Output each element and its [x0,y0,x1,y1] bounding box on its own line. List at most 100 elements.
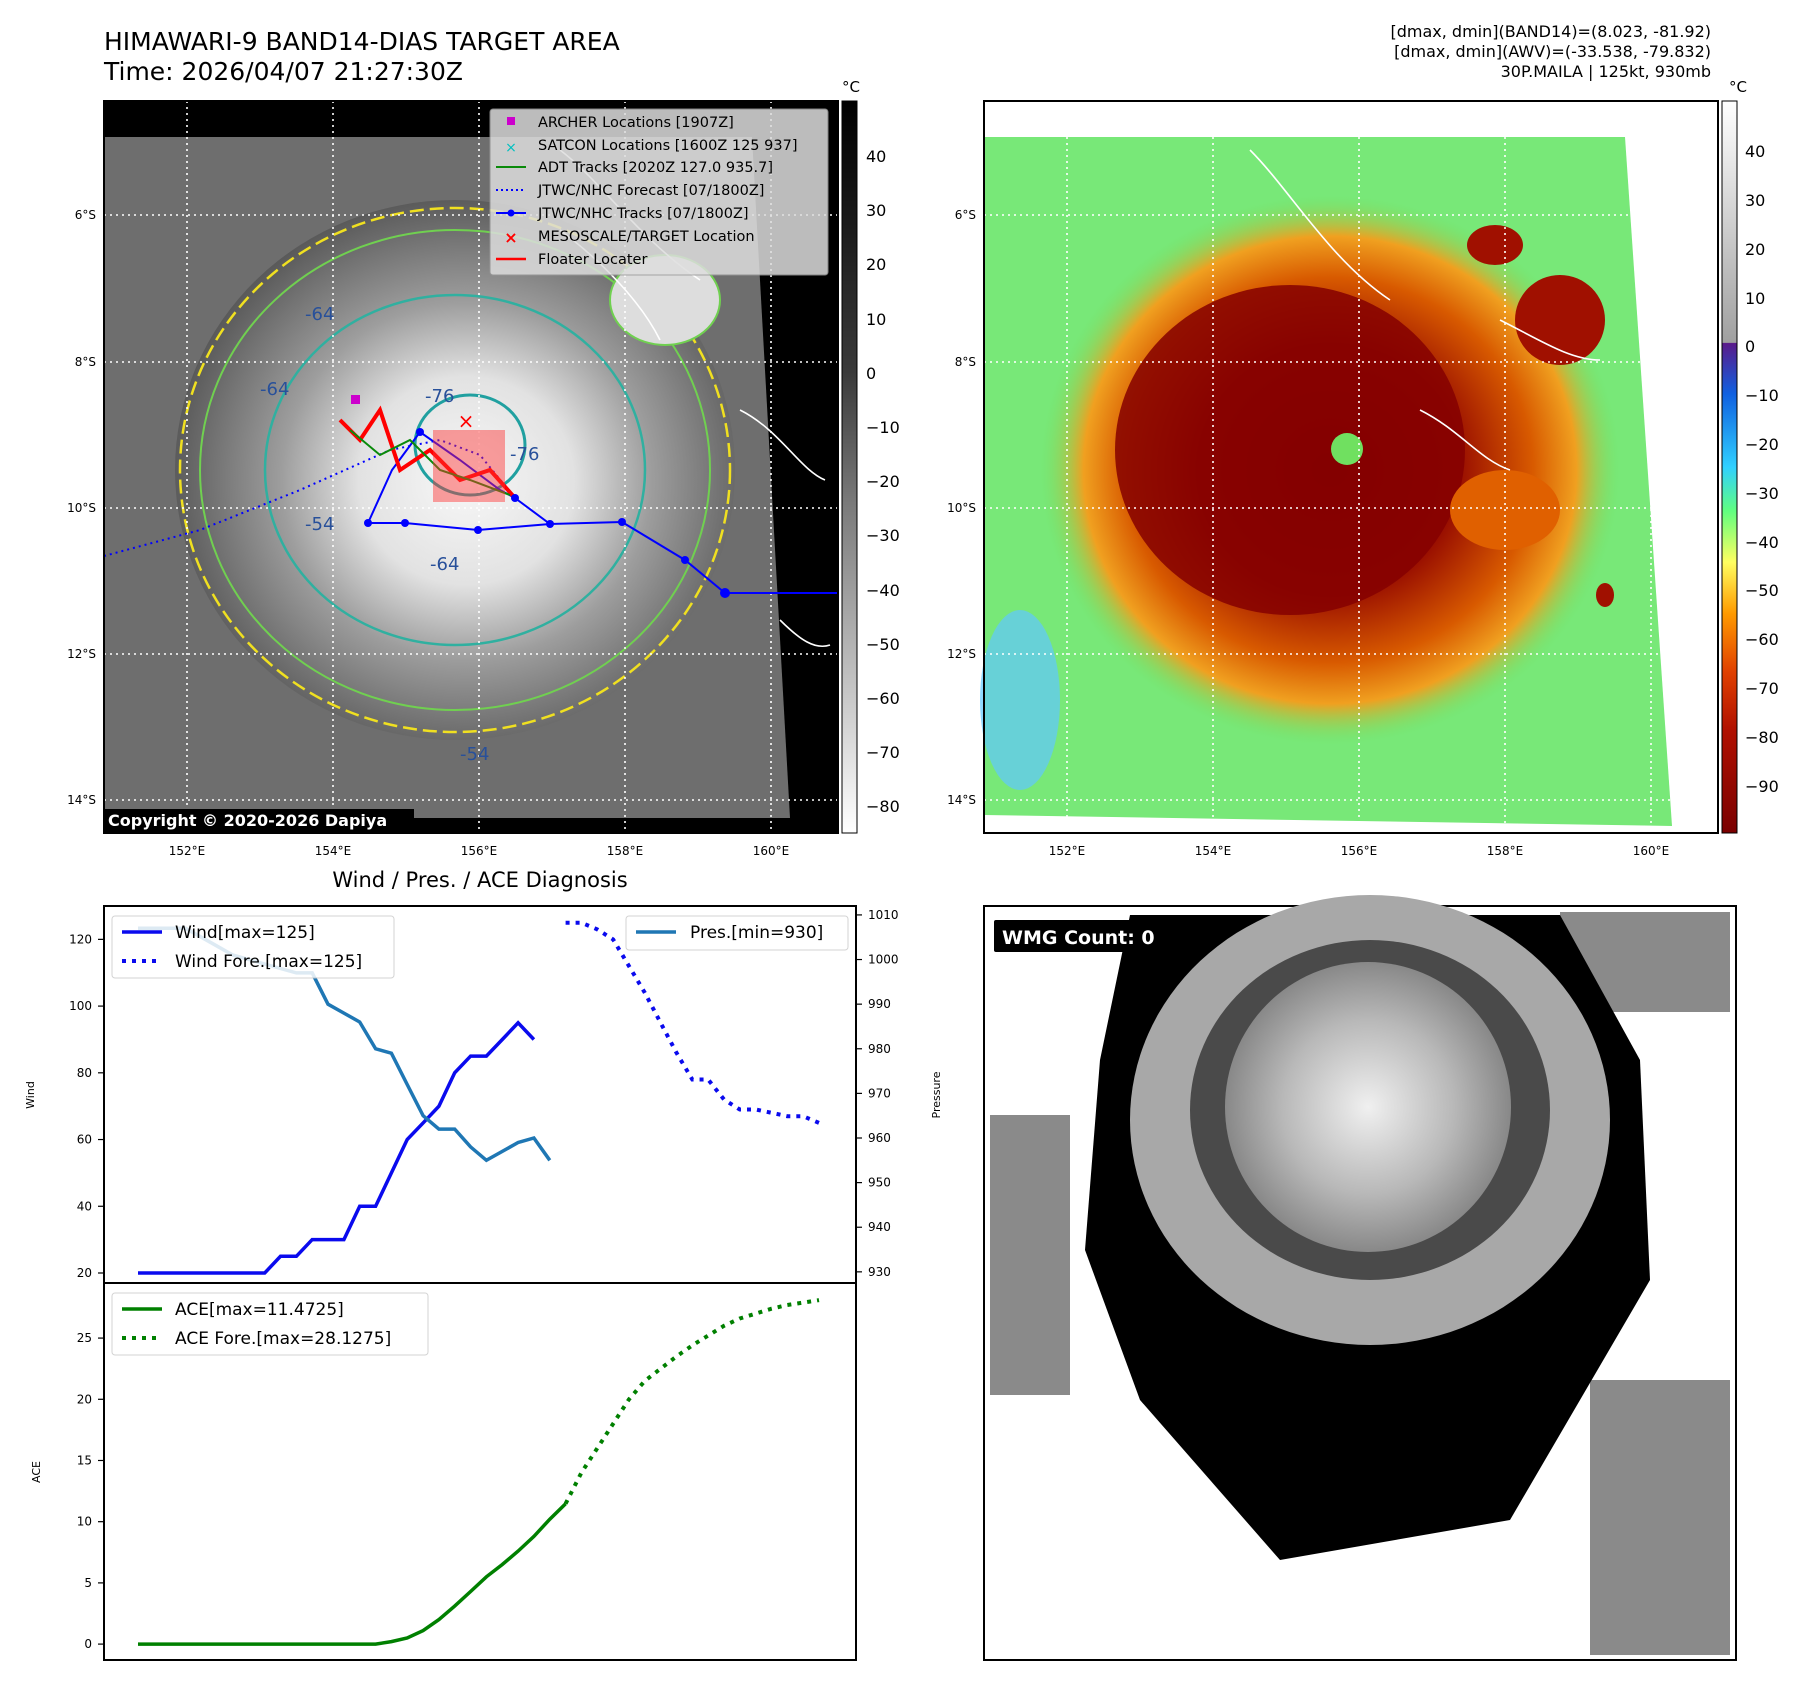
legend-entry: SATCON Locations [1600Z 125 937] [538,138,797,154]
wmg-gray-region [990,1115,1070,1395]
stats-block: [dmax, dmin](BAND14)=(8.023, -81.92) [dm… [1391,22,1712,82]
color-tick: −10 [1745,386,1779,405]
ace-legend-box [111,1292,429,1356]
y-tick-label: 100 [69,999,92,1013]
contour-label: -64 [305,304,334,325]
y-tick-label: 940 [868,1220,891,1234]
contour-label: -54 [460,744,489,765]
map-legend: × × ARCHER Locations [1907Z] SATCON Loca… [489,108,829,276]
legend-entry: ARCHER Locations [1907Z] [538,115,734,131]
best-track-loop [368,522,551,532]
pressure-axis-label: Pressure [930,1071,943,1118]
lon-label: 160°E [753,844,790,858]
convective-cell [1467,225,1523,265]
wind-legend: Wind[max=125] Wind Fore.[max=125] [111,915,395,979]
wind-axis-label: Wind [24,1081,37,1109]
lon-label: 160°E [1633,844,1670,858]
lon-label: 152°E [169,844,206,858]
ace-forecast-line [563,1298,820,1505]
storm-tracks: × [103,395,838,598]
color-tick: −30 [1745,484,1779,503]
color-tick: −20 [1745,435,1779,454]
lon-label: 156°E [1341,844,1378,858]
x-marker-icon: × [505,140,517,156]
ace-panel: 0 5 10 15 20 25 ACE ACE[max=11.4725] ACE Fore… [30,1282,857,1661]
central-dense-overcast [1115,285,1465,615]
wind-line [138,1020,536,1275]
wind-pressure-panel: 20 40 60 80 100 120 930 940 950 960 970 980 990 1000… [24,905,943,1284]
ace-line [138,1502,567,1646]
wmg-panel: WMG Count: 0 [983,895,1737,1661]
target-box [433,430,505,502]
gray-tick: 30 [866,201,886,220]
y-tick-label: 980 [868,1042,891,1056]
y-tick-label: 930 [868,1265,891,1279]
gray-tick: −70 [866,743,900,762]
contour-31 [178,206,732,734]
legend-entry: JTWC/NHC Tracks [07/1800Z] [537,206,749,222]
title-line-1: HIMAWARI-9 BAND14-DIAS TARGET AREA [104,27,620,56]
contour-64 [263,293,647,647]
y-tick-label: 10 [77,1515,92,1529]
color-tick: −40 [1745,533,1779,552]
y-tick-label: 25 [77,1331,92,1345]
lat-label: 14°S [67,793,96,807]
y-tick-label: 80 [77,1066,92,1080]
wind-y-ticks: 20 40 60 80 100 120 [69,932,104,1280]
lat-label: 10°S [67,501,96,515]
legend-entry: Wind[max=125] [175,923,315,943]
color-tick: 10 [1745,289,1765,308]
y-tick-label: 60 [77,1133,92,1147]
lat-label: 12°S [67,647,96,661]
ir-color-map: 6°S 8°S 10°S 12°S 14°S 152°E 154°E 156°E… [947,100,1719,858]
lat-axis-right: 6°S 8°S 10°S 12°S 14°S [947,208,976,807]
coastlines [1249,149,1601,471]
lon-label: 156°E [461,844,498,858]
title-line-2: Time: 2026/04/07 21:27:30Z [104,57,463,86]
best-track [514,497,838,594]
gray-tick: −50 [866,635,900,654]
main-title: HIMAWARI-9 BAND14-DIAS TARGET AREA Time:… [104,27,620,87]
gray-tick: 10 [866,310,886,329]
map-gridlines [984,101,1718,833]
lat-axis-left: 6°S 8°S 10°S 12°S 14°S [67,208,96,807]
color-colorbar-unit: °C [1729,78,1747,96]
gray-tick: −20 [866,472,900,491]
wind-legend-box [111,915,395,979]
map-frame [983,100,1719,834]
wmg-gray-region [1590,1380,1730,1655]
copyright-label: Copyright © 2020-2026 Dapiya [108,811,387,830]
legend-entry: JTWC/NHC Forecast [07/1800Z] [537,183,764,199]
color-tick: 40 [1745,142,1765,161]
gray-tick: −10 [866,418,900,437]
gray-tick: −40 [866,581,900,600]
lat-label: 6°S [955,208,976,222]
lat-label: 8°S [955,355,976,369]
contour-label: -54 [305,514,334,535]
adt-track [349,429,511,496]
convective-cell [1515,275,1605,365]
legend-entry: Pres.[min=930] [690,923,823,943]
color-colorbar-ramp [1721,100,1738,834]
contour-54 [199,229,711,711]
pressure-legend-box [625,915,849,951]
color-tick: −80 [1745,728,1779,747]
y-tick-label: 15 [77,1453,92,1467]
ace-legend: ACE[max=11.4725] ACE Fore.[max=28.1275] [111,1292,429,1356]
lat-label: 8°S [75,355,96,369]
contour-label: -64 [260,379,289,400]
lat-label: 12°S [947,647,976,661]
lon-label: 158°E [1487,844,1524,858]
y-tick-label: 970 [868,1086,891,1100]
contour-label: -76 [425,386,454,407]
gray-colorbar-ticks: 40 30 20 10 0 −10 −20 −30 −40 −50 −60 −7… [866,147,900,816]
gray-tick: −60 [866,689,900,708]
pressure-legend: Pres.[min=930] [625,915,849,951]
line-dot-marker [507,209,515,217]
legend-entry: ACE Fore.[max=28.1275] [175,1329,391,1349]
color-tick: −50 [1745,581,1779,600]
lat-label: 6°S [75,208,96,222]
ir-gray-map: × -64 -76 -64 -54 -64 -54 -76 × × [67,100,839,858]
y-tick-label: 0 [84,1637,92,1651]
map-frame [103,100,839,834]
